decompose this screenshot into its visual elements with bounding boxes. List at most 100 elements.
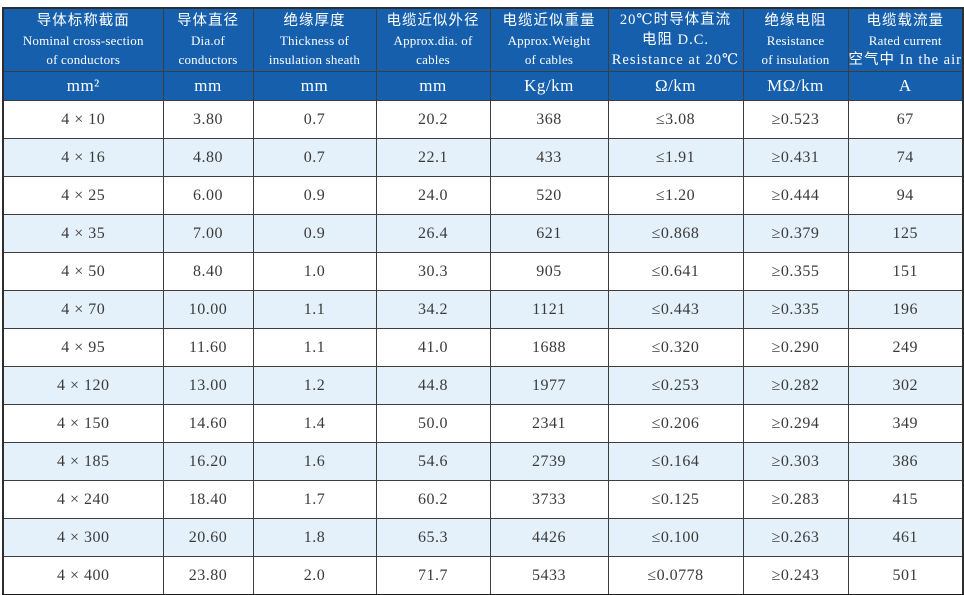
- table-cell: 125: [847, 214, 964, 253]
- header-line: of insulation: [761, 52, 830, 67]
- table-cell: 4 × 185: [2, 442, 164, 481]
- unit-cell-4: mm: [375, 71, 491, 101]
- table-cell: ≤0.253: [607, 366, 744, 405]
- table-cell: 54.6: [375, 442, 491, 481]
- header-line: Resistance: [766, 33, 825, 48]
- column-header-8: 电缆载流量 Rated current 空气中 In the air: [847, 7, 964, 72]
- table-cell: ≤0.0778: [607, 556, 744, 595]
- table-cell: ≤0.641: [607, 252, 744, 291]
- column-header-2: 导体直径 Dia.of conductors: [162, 7, 254, 72]
- table-body: 4 × 10 3.80 0.7 20.2 368 ≤3.08 ≥0.523 67 4 × 16 4…: [2, 100, 964, 595]
- table-row: 4 × 150 14.60 1.4 50.0 2341 ≤0.206 ≥0.294 349: [2, 404, 964, 443]
- table-cell: 4 × 35: [2, 214, 164, 253]
- header-line: 电缆近似外径: [386, 13, 480, 29]
- table-cell: 23.80: [162, 556, 254, 595]
- table-cell: 461: [847, 518, 964, 557]
- header-line: of conductors: [46, 52, 121, 67]
- table-cell: 1688: [489, 328, 609, 367]
- table-cell: 196: [847, 290, 964, 329]
- table-cell: 1.4: [252, 404, 377, 443]
- table-cell: 2739: [489, 442, 609, 481]
- unit-cell-3: mm: [252, 71, 377, 101]
- header-line: cables: [416, 52, 450, 67]
- table-cell: 302: [847, 366, 964, 405]
- table-cell: 30.3: [375, 252, 491, 291]
- header-line: 空气中 In the air: [848, 51, 962, 68]
- table-cell: ≥0.444: [742, 176, 849, 215]
- table-row: 4 × 95 11.60 1.1 41.0 1688 ≤0.320 ≥0.290 249: [2, 328, 964, 367]
- table-cell: ≥0.335: [742, 290, 849, 329]
- table-cell: ≥0.303: [742, 442, 849, 481]
- table-cell: 20.60: [162, 518, 254, 557]
- header-line: Approx.Weight: [507, 33, 591, 48]
- table-cell: 18.40: [162, 480, 254, 519]
- table-cell: 67: [847, 100, 964, 139]
- table-cell: 4 × 300: [2, 518, 164, 557]
- header-line: 电阻 D.C.: [641, 32, 710, 48]
- table-cell: ≤0.125: [607, 480, 744, 519]
- table-cell: 94: [847, 176, 964, 215]
- table-cell: ≥0.379: [742, 214, 849, 253]
- table-row: 4 × 240 18.40 1.7 60.2 3733 ≤0.125 ≥0.283 415: [2, 480, 964, 519]
- table-cell: 60.2: [375, 480, 491, 519]
- table-cell: 4 × 16: [2, 138, 164, 177]
- table-cell: 1.6: [252, 442, 377, 481]
- column-header-3: 绝缘厚度 Thickness of insulation sheath: [252, 7, 377, 72]
- table-cell: 2341: [489, 404, 609, 443]
- table-row: 4 × 400 23.80 2.0 71.7 5433 ≤0.0778 ≥0.243 501: [2, 556, 964, 595]
- header-line: Nominal cross-section: [22, 33, 144, 48]
- table-cell: 0.9: [252, 214, 377, 253]
- header-line: conductors: [178, 52, 238, 67]
- table-cell: 151: [847, 252, 964, 291]
- table-cell: ≥0.523: [742, 100, 849, 139]
- table-cell: ≤0.320: [607, 328, 744, 367]
- table-cell: 1121: [489, 290, 609, 329]
- table-cell: ≤1.91: [607, 138, 744, 177]
- table-cell: 2.0: [252, 556, 377, 595]
- table-cell: ≥0.243: [742, 556, 849, 595]
- table-cell: 4 × 240: [2, 480, 164, 519]
- table-cell: ≤3.08: [607, 100, 744, 139]
- unit-cell-1: mm²: [2, 71, 164, 101]
- table-cell: 4 × 150: [2, 404, 164, 443]
- table-cell: ≤1.20: [607, 176, 744, 215]
- table-cell: ≤0.443: [607, 290, 744, 329]
- table-cell: 905: [489, 252, 609, 291]
- table-cell: 5433: [489, 556, 609, 595]
- header-line: Approx.dia. of: [393, 33, 473, 48]
- header-line: 绝缘电阻: [764, 13, 827, 29]
- table-cell: 415: [847, 480, 964, 519]
- column-header-1: 导体标称截面 Nominal cross-section of conductors: [2, 7, 164, 72]
- table-cell: 4426: [489, 518, 609, 557]
- table-cell: ≥0.282: [742, 366, 849, 405]
- table-cell: 4 × 400: [2, 556, 164, 595]
- header-line: 电缆近似重量: [502, 13, 596, 29]
- table-cell: 0.9: [252, 176, 377, 215]
- table-cell: 4 × 50: [2, 252, 164, 291]
- table-cell: 621: [489, 214, 609, 253]
- table-cell: 1.7: [252, 480, 377, 519]
- table-cell: 24.0: [375, 176, 491, 215]
- table-cell: 44.8: [375, 366, 491, 405]
- header-line: 20℃时导体直流: [619, 12, 732, 28]
- table-cell: 74: [847, 138, 964, 177]
- table-cell: 7.00: [162, 214, 254, 253]
- table-cell: 520: [489, 176, 609, 215]
- table-cell: 386: [847, 442, 964, 481]
- table-cell: ≥0.263: [742, 518, 849, 557]
- table-cell: 41.0: [375, 328, 491, 367]
- table-cell: 368: [489, 100, 609, 139]
- unit-cell-2: mm: [162, 71, 254, 101]
- table-cell: 10.00: [162, 290, 254, 329]
- table-cell: 20.2: [375, 100, 491, 139]
- table-cell: ≥0.283: [742, 480, 849, 519]
- table-cell: 1.1: [252, 290, 377, 329]
- table-cell: 1.2: [252, 366, 377, 405]
- table-cell: 13.00: [162, 366, 254, 405]
- unit-cell-7: MΩ/km: [742, 71, 849, 101]
- table-cell: 1.1: [252, 328, 377, 367]
- header-line: Thickness of: [279, 33, 350, 48]
- table-cell: 4 × 70: [2, 290, 164, 329]
- table-row: 4 × 25 6.00 0.9 24.0 520 ≤1.20 ≥0.444 94: [2, 176, 964, 215]
